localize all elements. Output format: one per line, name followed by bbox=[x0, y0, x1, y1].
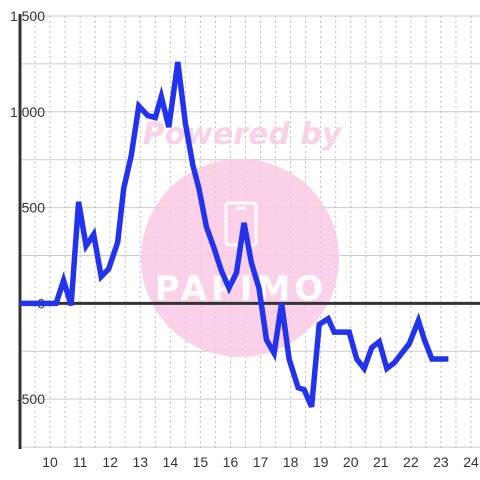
x-tick-label: 21 bbox=[373, 454, 389, 470]
y-tick-label: 500 bbox=[22, 200, 46, 216]
x-tick-label: 22 bbox=[403, 454, 419, 470]
series-layer bbox=[20, 61, 449, 408]
x-axis-tick-labels: 10 11 12 13 14 15 16 17 18 19 20 21 22 23 24 bbox=[42, 454, 479, 470]
x-tick-label: 19 bbox=[313, 454, 329, 470]
watermark-powered-by: Powered by bbox=[143, 117, 343, 152]
y-tick-label: 1,000 bbox=[10, 104, 45, 120]
x-tick-label: 12 bbox=[102, 454, 118, 470]
x-tick-label: 24 bbox=[463, 454, 479, 470]
y-tick-label: -500 bbox=[17, 391, 45, 407]
x-tick-label: 17 bbox=[253, 454, 269, 470]
x-tick-label: 14 bbox=[163, 454, 179, 470]
x-tick-label: 18 bbox=[283, 454, 299, 470]
x-tick-label: 20 bbox=[343, 454, 359, 470]
x-tick-label: 13 bbox=[132, 454, 148, 470]
x-tick-label: 23 bbox=[433, 454, 449, 470]
series-line bbox=[20, 61, 449, 408]
x-tick-label: 10 bbox=[42, 454, 58, 470]
x-tick-label: 15 bbox=[193, 454, 209, 470]
x-tick-label: 16 bbox=[223, 454, 239, 470]
x-tick-label: 11 bbox=[73, 454, 88, 470]
y-tick-label: 1,500 bbox=[10, 8, 45, 24]
